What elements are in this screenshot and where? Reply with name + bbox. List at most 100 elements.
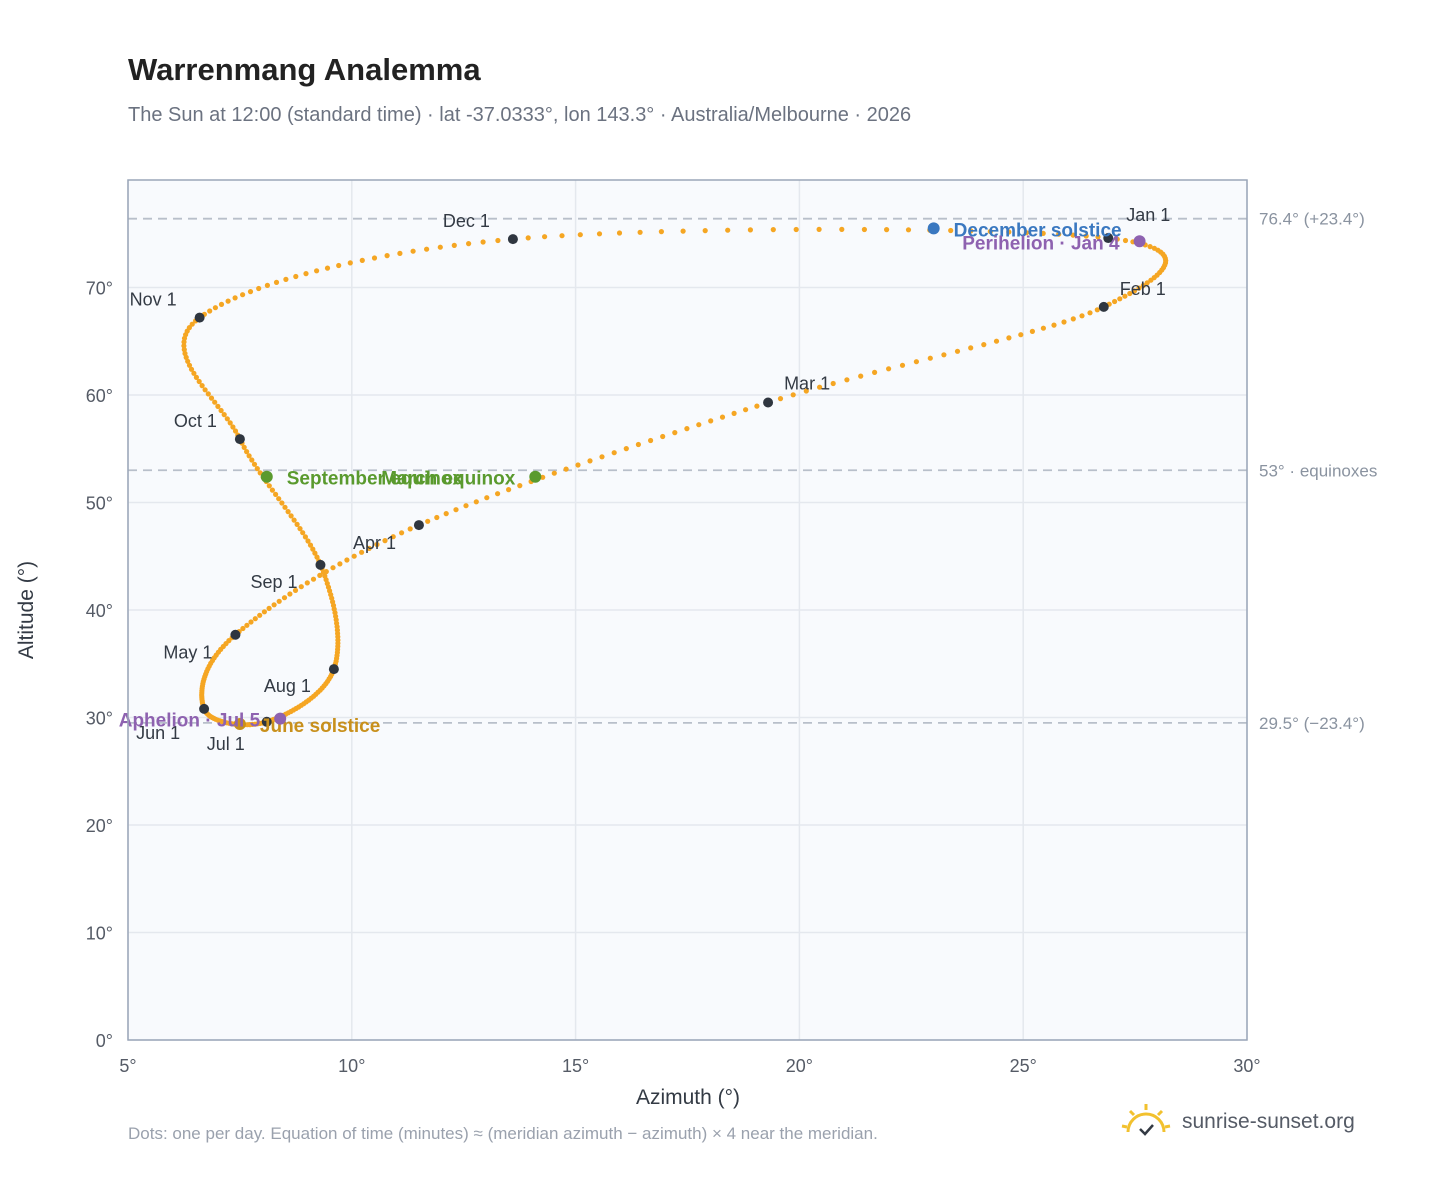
daily-dot bbox=[336, 262, 342, 269]
daily-dot bbox=[968, 228, 974, 234]
reference-lines: 76.4° (+23.4°) 53° · equinoxes 29.5° (−23.… bbox=[128, 210, 1377, 733]
daily-dot bbox=[658, 229, 665, 235]
daily-dot bbox=[577, 232, 583, 238]
y-tick-label: 70° bbox=[86, 279, 113, 299]
daily-dot bbox=[424, 246, 430, 252]
daily-dot bbox=[196, 378, 202, 385]
daily-dot bbox=[305, 538, 311, 544]
daily-dot bbox=[563, 466, 569, 472]
month-marker-label: Jul 1 bbox=[207, 734, 245, 754]
daily-dot bbox=[517, 483, 523, 489]
footnote: Dots: one per day. Equation of time (min… bbox=[128, 1124, 878, 1143]
month-marker bbox=[763, 397, 774, 408]
daily-dot bbox=[285, 509, 291, 515]
daily-dot bbox=[844, 377, 850, 383]
month-marker bbox=[1098, 301, 1109, 312]
daily-dot bbox=[347, 260, 353, 266]
daily-dot bbox=[437, 244, 443, 250]
daily-dot bbox=[359, 257, 365, 263]
daily-dot bbox=[303, 271, 309, 277]
daily-dot bbox=[359, 549, 365, 555]
month-marker-label: Aug 1 bbox=[264, 676, 311, 696]
daily-dot bbox=[830, 380, 836, 387]
chart-subtitle: The Sun at 12:00 (standard time) · lat -… bbox=[128, 104, 912, 126]
daily-dot bbox=[317, 572, 323, 579]
daily-dot bbox=[817, 384, 823, 390]
daily-dot bbox=[224, 416, 230, 422]
daily-dot bbox=[1114, 236, 1120, 242]
daily-dot bbox=[1029, 328, 1035, 334]
y-tick-label: 0° bbox=[96, 1031, 113, 1051]
month-marker-label: Dec 1 bbox=[443, 211, 490, 231]
daily-dot bbox=[484, 495, 490, 501]
daily-dot bbox=[314, 268, 320, 274]
daily-dot bbox=[599, 454, 605, 460]
brand[interactable]: sunrise-sunset.org bbox=[1120, 1100, 1355, 1144]
daily-dot bbox=[1131, 288, 1138, 294]
event-marker bbox=[274, 712, 287, 725]
daily-dot bbox=[872, 369, 878, 375]
daily-dot bbox=[288, 513, 294, 519]
daily-dot bbox=[575, 462, 581, 468]
daily-dot bbox=[276, 598, 282, 604]
month-marker-label: Feb 1 bbox=[1120, 279, 1166, 299]
event-label: Perihelion · Jan 4 bbox=[962, 233, 1120, 254]
month-marker-label: Apr 1 bbox=[353, 533, 396, 553]
x-tick-label: 20° bbox=[786, 1056, 813, 1076]
daily-dot bbox=[905, 227, 912, 233]
month-marker-label: Sep 1 bbox=[250, 572, 297, 592]
daily-dot bbox=[218, 301, 225, 307]
sun-logo-icon bbox=[1121, 1104, 1171, 1136]
daily-dot bbox=[1148, 277, 1154, 283]
daily-dot bbox=[1112, 298, 1118, 305]
daily-dot bbox=[1122, 237, 1129, 244]
daily-dot bbox=[218, 407, 224, 414]
daily-dot bbox=[344, 557, 350, 563]
y-tick-label: 50° bbox=[86, 494, 113, 514]
daily-dot bbox=[680, 228, 686, 234]
daily-dot bbox=[241, 444, 247, 450]
daily-dot bbox=[256, 285, 262, 292]
brand-name: sunrise-sunset.org bbox=[1182, 1110, 1355, 1133]
month-marker bbox=[234, 434, 245, 445]
daily-dot bbox=[480, 239, 486, 245]
daily-dot bbox=[266, 605, 272, 612]
daily-dot bbox=[297, 526, 303, 532]
daily-dot bbox=[300, 530, 306, 536]
event-marker bbox=[260, 470, 273, 483]
daily-dot bbox=[1070, 316, 1076, 322]
daily-dot bbox=[186, 362, 193, 368]
daily-dot bbox=[954, 348, 961, 354]
month-marker bbox=[315, 559, 326, 570]
daily-dot bbox=[384, 253, 390, 259]
daily-dot bbox=[310, 546, 316, 552]
daily-dot bbox=[858, 373, 864, 379]
daily-dot bbox=[731, 410, 737, 416]
x-tick-label: 25° bbox=[1010, 1056, 1037, 1076]
daily-dot bbox=[244, 449, 250, 455]
daily-dot bbox=[899, 362, 906, 368]
daily-dot bbox=[281, 595, 288, 601]
daily-dot bbox=[754, 403, 760, 409]
daily-dot bbox=[251, 461, 258, 467]
daily-dot bbox=[207, 308, 213, 314]
daily-dot bbox=[183, 354, 189, 360]
daily-dot bbox=[287, 591, 293, 597]
daily-dot bbox=[283, 276, 289, 282]
x-tick-label: 15° bbox=[562, 1056, 589, 1076]
daily-dot bbox=[747, 227, 754, 233]
reference-line-label: 76.4° (+23.4°) bbox=[1259, 210, 1365, 229]
daily-dot bbox=[273, 491, 279, 497]
y-tick-label: 40° bbox=[86, 601, 113, 621]
daily-dot bbox=[302, 534, 308, 540]
daily-dot bbox=[232, 295, 238, 301]
daily-dot bbox=[861, 226, 868, 233]
daily-dot bbox=[292, 587, 299, 594]
daily-dot bbox=[254, 466, 260, 472]
daily-dot bbox=[1094, 307, 1100, 313]
month-marker bbox=[199, 703, 210, 714]
y-axis-label: Altitude (°) bbox=[15, 561, 38, 659]
daily-dot bbox=[261, 609, 267, 615]
daily-dot bbox=[987, 228, 993, 235]
daily-dot bbox=[743, 407, 749, 413]
